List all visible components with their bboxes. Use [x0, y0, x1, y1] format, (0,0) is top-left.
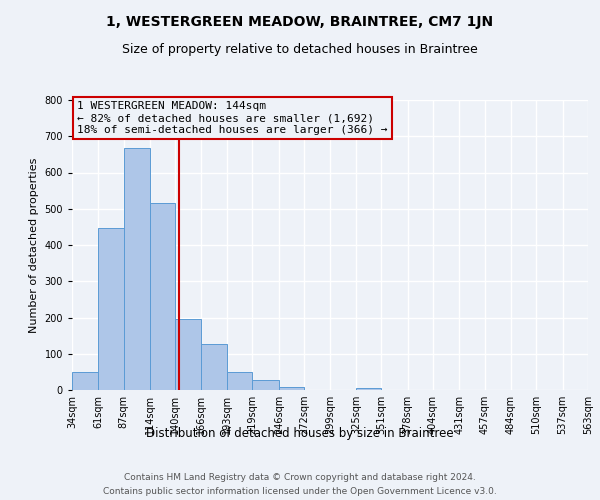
Text: Contains HM Land Registry data © Crown copyright and database right 2024.: Contains HM Land Registry data © Crown c… [124, 472, 476, 482]
Text: Distribution of detached houses by size in Braintree: Distribution of detached houses by size … [146, 428, 454, 440]
Bar [201, 344, 227, 390]
Text: 1, WESTERGREEN MEADOW, BRAINTREE, CM7 1JN: 1, WESTERGREEN MEADOW, BRAINTREE, CM7 1J… [106, 15, 494, 29]
Text: 1 WESTERGREEN MEADOW: 144sqm
← 82% of detached houses are smaller (1,692)
18% of: 1 WESTERGREEN MEADOW: 144sqm ← 82% of de… [77, 102, 388, 134]
Bar [124, 148, 150, 390]
Bar [98, 228, 124, 390]
Bar [253, 380, 279, 390]
Bar [279, 387, 304, 390]
Bar [356, 388, 381, 390]
Bar [227, 372, 253, 390]
Text: Size of property relative to detached houses in Braintree: Size of property relative to detached ho… [122, 42, 478, 56]
Bar [72, 372, 98, 390]
Bar [150, 203, 175, 390]
Bar [175, 319, 201, 390]
Y-axis label: Number of detached properties: Number of detached properties [29, 158, 39, 332]
Text: Contains public sector information licensed under the Open Government Licence v3: Contains public sector information licen… [103, 488, 497, 496]
